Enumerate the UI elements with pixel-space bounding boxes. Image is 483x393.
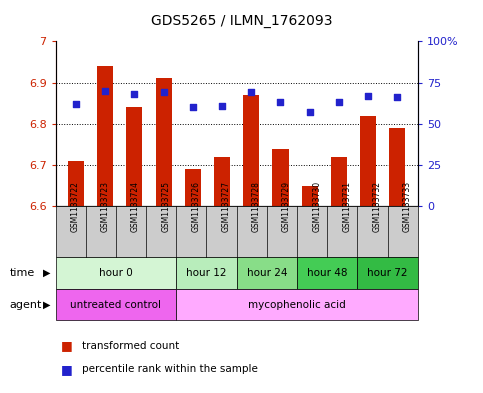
Point (306, 109, 313, 116)
Text: hour 12: hour 12 (186, 268, 227, 278)
Text: GSM1133733: GSM1133733 (403, 181, 412, 232)
Text: GSM1133729: GSM1133729 (282, 181, 291, 232)
Point (364, 93, 372, 99)
Bar (68, 161, 84, 206)
Text: ▶: ▶ (43, 268, 51, 278)
Text: GDS5265 / ILMN_1762093: GDS5265 / ILMN_1762093 (151, 14, 332, 28)
Text: GSM1133732: GSM1133732 (372, 181, 382, 232)
Point (394, 94, 401, 101)
Text: ■: ■ (60, 363, 72, 376)
Text: percentile rank within the sample: percentile rank within the sample (82, 364, 258, 375)
Text: GSM1133731: GSM1133731 (342, 181, 351, 232)
Text: GSM1133725: GSM1133725 (161, 181, 170, 232)
Bar (185, 169, 201, 206)
Point (189, 104, 197, 110)
Text: GSM1133724: GSM1133724 (131, 181, 140, 232)
Point (277, 99, 284, 105)
Bar (214, 157, 230, 206)
Bar (97, 66, 113, 206)
Text: GSM1133727: GSM1133727 (222, 181, 230, 232)
Point (218, 103, 226, 109)
Point (130, 91, 138, 97)
Text: hour 72: hour 72 (368, 268, 408, 278)
Text: untreated control: untreated control (71, 299, 161, 310)
Bar (127, 107, 142, 206)
Bar (302, 185, 318, 206)
Text: time: time (10, 268, 35, 278)
Text: GSM1133728: GSM1133728 (252, 181, 261, 232)
Point (247, 89, 255, 95)
Text: GSM1133730: GSM1133730 (312, 181, 321, 232)
Text: GSM1133726: GSM1133726 (191, 181, 200, 232)
Text: agent: agent (10, 299, 42, 310)
Text: GSM1133722: GSM1133722 (71, 181, 80, 232)
Point (101, 88, 109, 94)
Bar (389, 128, 405, 206)
Text: ■: ■ (60, 339, 72, 353)
Text: ▶: ▶ (43, 299, 51, 310)
Bar (272, 149, 288, 206)
Text: transformed count: transformed count (82, 341, 179, 351)
Bar (331, 157, 347, 206)
Point (335, 99, 343, 105)
Bar (243, 95, 259, 206)
Point (160, 89, 168, 95)
Text: GSM1133723: GSM1133723 (101, 181, 110, 232)
Text: mycophenolic acid: mycophenolic acid (248, 299, 346, 310)
Point (72, 101, 80, 107)
Text: hour 48: hour 48 (307, 268, 347, 278)
Bar (156, 78, 171, 206)
Text: hour 0: hour 0 (99, 268, 133, 278)
Text: hour 24: hour 24 (247, 268, 287, 278)
Bar (360, 116, 376, 206)
